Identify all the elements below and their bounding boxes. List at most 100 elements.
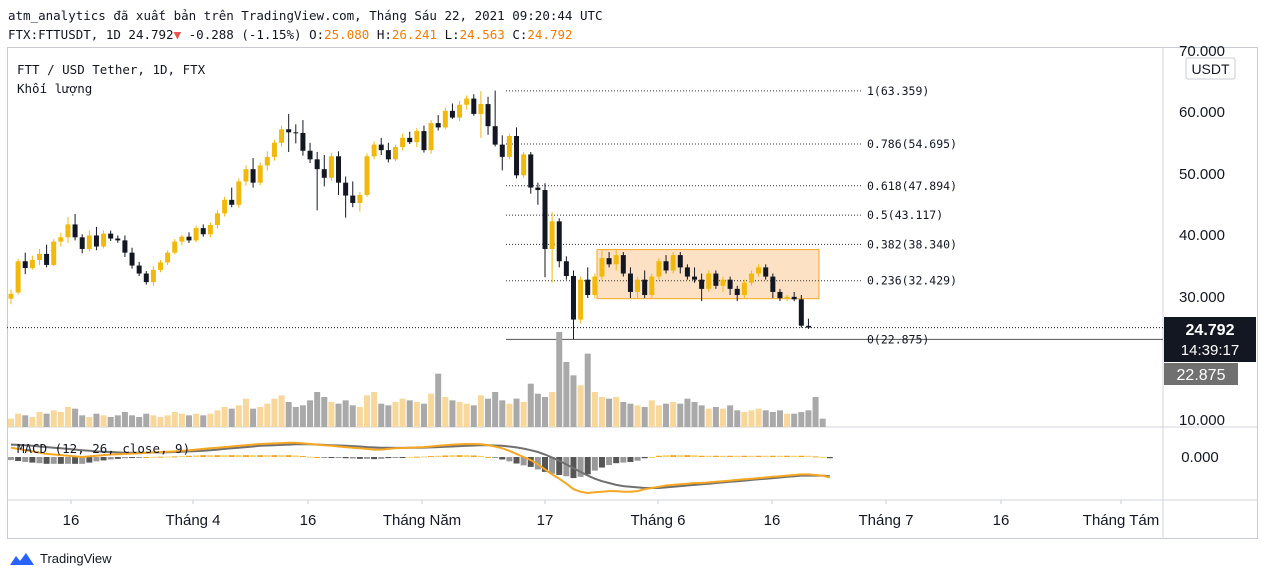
macd-histogram-bar (278, 455, 285, 457)
candle-body (343, 182, 349, 196)
candle-body (236, 181, 242, 205)
candle-body (79, 237, 85, 249)
macd-histogram-bar (819, 457, 826, 458)
volume-bar (663, 403, 670, 427)
volume-bar (271, 398, 278, 427)
time-tick-label: 17 (537, 512, 554, 529)
candle-body (656, 261, 662, 277)
volume-bar (178, 413, 185, 427)
candle-body (692, 276, 698, 280)
candle-body (478, 104, 484, 114)
currency-label: USDT (1191, 61, 1230, 77)
volume-bar (499, 400, 506, 427)
macd-histogram-bar (178, 456, 185, 458)
macd-histogram-bar (584, 457, 591, 475)
volume-bar (506, 403, 513, 427)
macd-histogram-bar (720, 455, 726, 457)
candle-body (435, 123, 441, 128)
macd-histogram-bar (43, 457, 50, 464)
macd-histogram-bar (157, 456, 164, 458)
macd-histogram-bar (734, 455, 741, 457)
volume-bar (570, 375, 577, 427)
time-tick-label: Tháng Năm (383, 512, 461, 529)
macd-histogram-bar (634, 457, 641, 461)
macd-histogram-bar (406, 456, 413, 458)
volume-bar (321, 397, 328, 427)
fibonacci-retracement[interactable]: 1(63.359) 0.786(54.695) 0.618(47.894) 0.5(4… (7, 84, 1163, 347)
fib-level-label: 1(63.359) (867, 84, 929, 98)
tradingview-footer[interactable]: TradingView (10, 551, 112, 566)
time-tick-label: 16 (63, 512, 80, 529)
macd-histogram-bar (349, 457, 356, 459)
candle-body (727, 279, 733, 289)
candle-body (777, 291, 783, 299)
volume-bar (385, 405, 392, 427)
candle-body (706, 273, 712, 289)
volume-bar (556, 332, 563, 427)
macd-histogram-bar (72, 457, 79, 464)
candle-body (407, 137, 413, 143)
down-arrow-icon: ▼ (173, 27, 182, 42)
macd-line (10, 441, 831, 495)
low-label: L: (444, 27, 460, 42)
candle-body (65, 224, 71, 238)
macd-histogram-bar (50, 457, 57, 464)
volume-bar (819, 418, 826, 427)
volume-bar (720, 408, 726, 427)
time-tick-label: 16 (993, 512, 1010, 529)
macd-histogram-bar (670, 455, 677, 457)
high-label: H: (376, 27, 392, 42)
candle-body (620, 255, 626, 274)
candle-body (635, 279, 641, 292)
currency-badge[interactable] (1185, 57, 1236, 80)
macd-histogram-bar (470, 455, 477, 457)
macd-histogram-bar (193, 455, 200, 457)
volume-bar (207, 413, 214, 427)
macd-histogram-bar (186, 455, 192, 457)
time-tick-label: 16 (300, 512, 317, 529)
macd-histogram-bar (335, 457, 342, 458)
candle-body (392, 147, 398, 160)
macd-histogram-bar (534, 457, 541, 470)
volume-bar (22, 415, 29, 427)
volume-bar (36, 412, 43, 427)
candle-body (400, 137, 406, 148)
candle-body (663, 261, 669, 271)
macd-histogram-bar (606, 457, 613, 466)
volume-bar (129, 415, 136, 427)
macd-histogram-bar (214, 455, 221, 457)
macd-histogram-bar (242, 455, 249, 457)
macd-histogram-bar (449, 455, 456, 457)
candle-body (293, 132, 299, 134)
volume-bar (250, 408, 257, 427)
volume-bar (670, 402, 677, 427)
low-value: 24.563 (459, 27, 505, 42)
price-axis[interactable]: 70.000 60.000 50.000 40.000 30.000 10.000 (1179, 43, 1225, 429)
candle-body (613, 255, 619, 265)
macd-histogram-bar (121, 457, 128, 459)
candle-body (485, 104, 491, 127)
volume-bar (584, 353, 591, 427)
candle-body (44, 253, 50, 265)
publish-info: atm_analytics đã xuất bản trên TradingVi… (8, 8, 603, 23)
volume-bar (121, 412, 128, 427)
volume-bar (449, 400, 456, 427)
candle-body (763, 267, 769, 277)
time-axis[interactable]: 16 Tháng 4 16 Tháng Năm 17 Tháng 6 16 Tháng 7 16… (63, 500, 1160, 529)
candle-body (606, 258, 612, 265)
candle-body (108, 233, 114, 239)
candle-body (805, 325, 811, 328)
time-tick-label: Tháng 4 (165, 512, 220, 529)
macd-histogram-bar (257, 455, 264, 457)
macd-histogram-bar (356, 457, 363, 459)
candle-body (229, 199, 235, 205)
candle-body (179, 236, 185, 242)
macd-histogram-bar (456, 455, 463, 457)
macd-histogram-bar (399, 457, 406, 458)
candle-body (528, 154, 534, 188)
macd-histogram-bar (499, 457, 506, 460)
candle-body (428, 123, 434, 151)
macd-legend: MACD (12, 26, close, 9) (17, 441, 190, 456)
volume-bar (477, 395, 484, 427)
